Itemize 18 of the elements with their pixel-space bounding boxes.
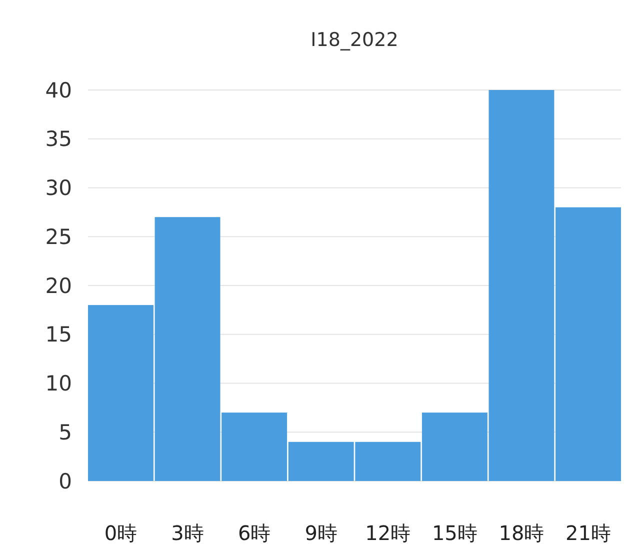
y-tick-label: 20 — [45, 274, 72, 298]
x-tick-label: 9時 — [304, 521, 338, 545]
y-tick-label: 10 — [45, 372, 72, 396]
x-tick-label: 12時 — [365, 521, 411, 545]
y-tick-label: 15 — [45, 322, 72, 347]
y-tick-label: 25 — [45, 224, 72, 249]
x-tick-label: 15時 — [432, 521, 478, 545]
x-tick-label: 21時 — [566, 521, 611, 545]
x-tick-label: 18時 — [498, 521, 544, 545]
y-tick-label: 5 — [58, 420, 72, 444]
y-tick-label: 40 — [45, 78, 72, 102]
y-tick-label: 35 — [45, 127, 72, 152]
y-tick-label: 0 — [58, 469, 72, 494]
x-tick-label: 6時 — [238, 521, 271, 545]
y-tick-label: 30 — [45, 176, 72, 200]
chart-title: I18_2022 — [310, 29, 398, 51]
x-tick-label: 0時 — [104, 521, 138, 545]
x-tick-label: 3時 — [171, 521, 204, 545]
